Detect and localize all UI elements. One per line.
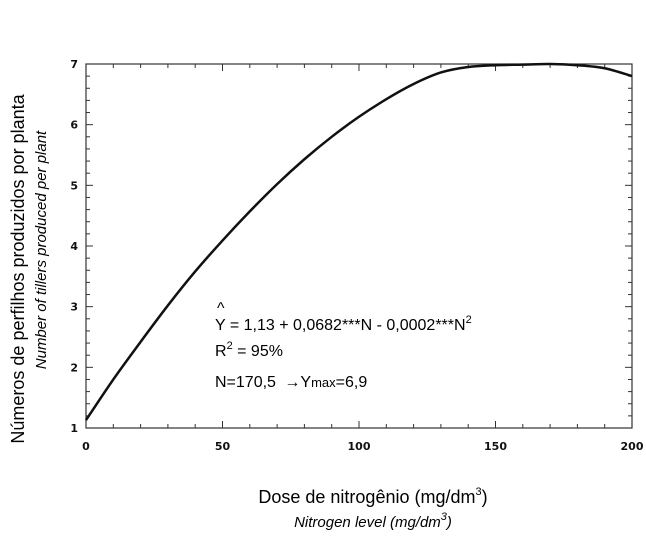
y-tick-label: 1 [70,422,78,435]
x-axis-subtitle: Nitrogen level (mg/dm3) [294,511,452,531]
x-tick-label: 0 [82,440,90,453]
regression-equation: Y = 1,13 + 0,0682***N - 0,0002***N2 [215,314,472,334]
x-tick-label: 50 [215,440,231,453]
y-axis-subtitle: Number of tillers produced per plant [33,130,50,369]
nmax-annotation: N=170,5 →Ymax=6,9 [215,374,367,391]
equation-hat: ^ [217,300,225,317]
x-tick-label: 150 [484,440,507,453]
y-tick-label: 7 [70,58,78,71]
y-tick-label: 5 [70,179,78,192]
y-tick-label: 6 [70,119,78,132]
x-tick-label: 100 [348,440,371,453]
y-tick-label: 2 [70,361,78,374]
x-tick-label: 200 [621,440,644,453]
x-axis-title: Dose de nitrogênio (mg/dm3) [258,486,487,507]
y-tick-label: 3 [70,301,78,314]
y-tick-label: 4 [70,240,78,253]
series-line [84,62,633,421]
r-squared: R2 = 95% [215,340,283,360]
tick-labels: 0 50 100 150 200 1 2 3 4 5 6 7 [70,58,643,453]
y-axis-title: Números de perfilhos produzidos por plan… [8,93,28,443]
